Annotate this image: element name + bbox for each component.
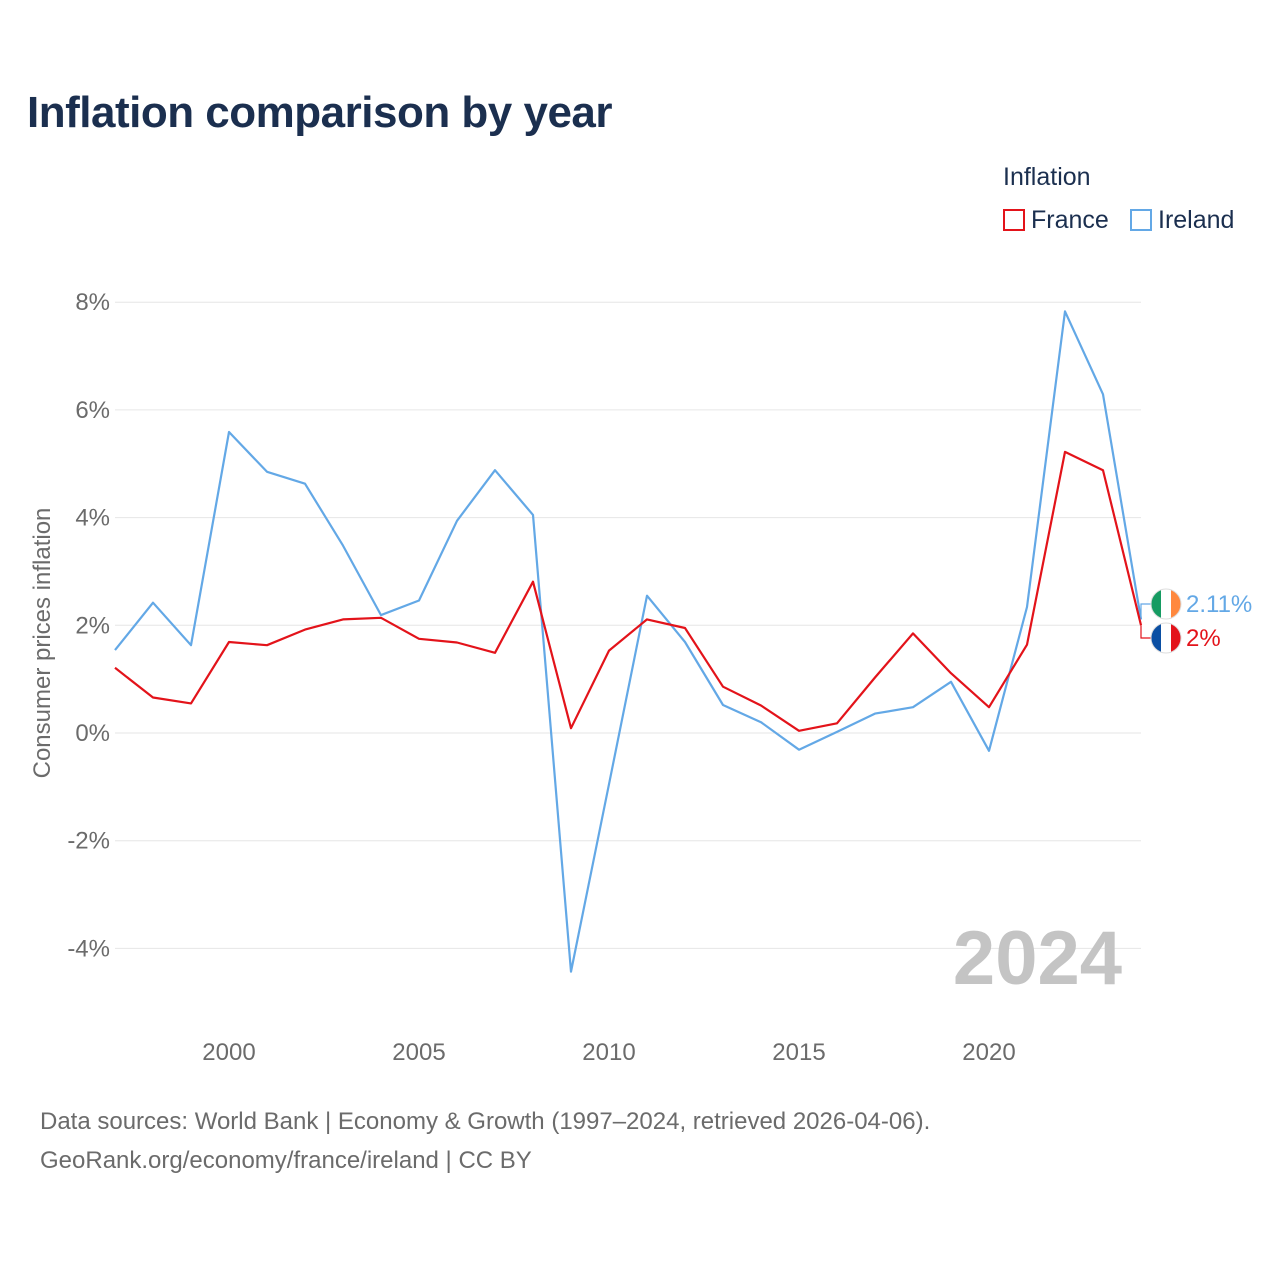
legend-item-ireland[interactable]: Ireland [1130,205,1234,235]
flag-france-icon [1151,623,1181,653]
line-chart: 8% 6% 4% 2% 0% -2% -4% 2000 2005 2010 2015 2020 Co… [29,289,1252,1066]
end-value-label-france: 2% [1186,625,1221,652]
flag-ireland-icon [1151,589,1181,619]
legend-label-france: France [1031,205,1109,234]
end-value-label-ireland: 2.11% [1186,591,1252,618]
x-tick-label: 2015 [772,1039,825,1066]
x-tick-label: 2005 [392,1039,445,1066]
end-labels: 2.11% 2% [1140,588,1252,654]
end-connector-ireland [1140,603,1151,620]
legend-swatch-ireland [1130,209,1152,231]
legend-title: Inflation [1003,163,1091,191]
y-tick-label: 8% [75,289,110,316]
source-link[interactable]: GeoRank.org/economy/france/ireland | CC … [40,1147,532,1174]
y-tick-label: -2% [67,828,110,855]
x-tick-label: 2010 [582,1039,635,1066]
source-note: Data sources: World Bank | Economy & Gro… [40,1108,931,1135]
chart-title: Inflation comparison by year [27,88,613,137]
y-axis-label: Consumer prices inflation [29,508,56,779]
y-axis-ticks: 8% 6% 4% 2% 0% -2% -4% [67,289,110,962]
series-line-ireland [114,310,1143,973]
y-tick-label: -4% [67,935,110,962]
end-connector-france [1140,625,1151,639]
x-tick-label: 2020 [962,1039,1015,1066]
legend-swatch-france [1003,209,1025,231]
series-line-france [114,450,1143,732]
y-tick-label: 0% [75,720,110,747]
y-tick-label: 6% [75,397,110,424]
year-watermark: 2024 [953,916,1122,1001]
x-tick-label: 2000 [202,1039,255,1066]
x-axis-ticks: 2000 2005 2010 2015 2020 [202,1039,1015,1066]
y-tick-label: 2% [75,612,110,639]
gridlines [115,301,1141,949]
legend-item-france[interactable]: France [1003,205,1109,235]
y-tick-label: 4% [75,505,110,532]
legend-label-ireland: Ireland [1158,205,1235,234]
series-lines [114,310,1143,973]
